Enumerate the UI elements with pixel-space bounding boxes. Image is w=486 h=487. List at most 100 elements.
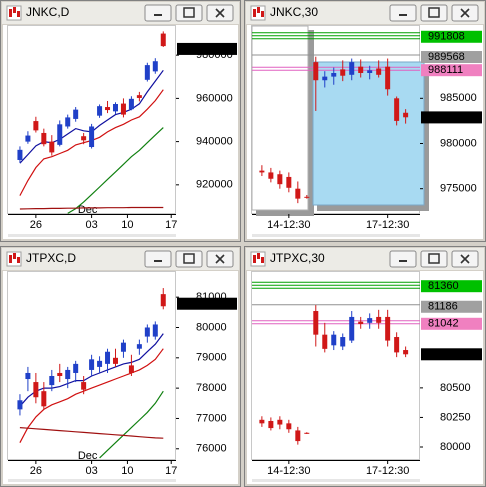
button-glyph[interactable] <box>154 260 162 262</box>
button-face[interactable] <box>389 4 417 22</box>
price-label-box <box>421 30 482 43</box>
candle-body <box>89 359 95 370</box>
price-label: 81042 <box>428 318 459 330</box>
candle-body <box>340 337 346 347</box>
candle-body <box>112 357 118 364</box>
minimize-button[interactable] <box>144 250 172 268</box>
button-glyph[interactable] <box>428 7 440 18</box>
minimize-button[interactable] <box>144 4 172 22</box>
candle-body <box>41 132 47 145</box>
candle-body <box>49 376 55 386</box>
button-glyph[interactable] <box>154 14 162 16</box>
price-label-box <box>177 42 237 55</box>
plot-frame <box>7 25 176 214</box>
restore-button[interactable] <box>175 4 203 22</box>
candle-body <box>25 372 31 380</box>
candle-body <box>394 337 400 353</box>
button-face[interactable] <box>420 4 448 22</box>
price-label-box <box>421 280 482 293</box>
candle-body <box>322 76 328 81</box>
y-tick-label: 80000 <box>440 441 471 453</box>
y-tick-label: 980000 <box>440 137 477 149</box>
plot-frame <box>251 271 420 460</box>
candle-body <box>295 188 301 199</box>
candle-body <box>385 66 391 90</box>
close-button[interactable] <box>206 4 234 22</box>
scroll-bar <box>252 479 420 482</box>
button-face[interactable] <box>175 250 203 268</box>
y-tick-label: 940000 <box>196 136 233 148</box>
button-glyph[interactable] <box>460 8 470 18</box>
button-face[interactable] <box>144 250 172 268</box>
candle-body <box>136 344 142 349</box>
price-label: 989568 <box>428 51 465 63</box>
candle-body <box>120 103 126 115</box>
chart-window: JNKC,30 975000 980000 985000 14-12:30 17-12:3… <box>244 0 486 242</box>
restore-button[interactable] <box>420 4 448 22</box>
candle-body <box>41 391 47 407</box>
candle-body <box>286 176 292 188</box>
price-label-box <box>421 111 482 124</box>
y-tick-label: 78000 <box>196 382 227 394</box>
x-tick-label: 10 <box>121 465 133 477</box>
x-tick-label: 17-12:30 <box>366 219 409 231</box>
candle-body <box>73 363 79 373</box>
candle-body <box>97 106 103 116</box>
candle-body <box>89 126 95 148</box>
button-glyph[interactable] <box>460 254 470 264</box>
icon-bar <box>13 7 16 13</box>
window-title: JNKC,30 <box>270 5 318 19</box>
button-face[interactable] <box>420 250 448 268</box>
candle-body <box>349 62 355 75</box>
restore-button[interactable] <box>420 250 448 268</box>
candle-body <box>57 124 63 145</box>
candle-body <box>295 430 301 442</box>
close-button[interactable] <box>451 4 479 22</box>
restore-button[interactable] <box>175 250 203 268</box>
candle-body <box>57 372 63 377</box>
candle-body <box>259 170 265 173</box>
button-face[interactable] <box>144 4 172 22</box>
minimize-button[interactable] <box>389 4 417 22</box>
button-glyph[interactable] <box>215 254 225 264</box>
candle-body <box>394 98 400 121</box>
candle-body <box>136 95 142 98</box>
window-icon <box>6 5 22 21</box>
plot-frame <box>7 271 176 460</box>
moving-average-line <box>19 427 164 439</box>
price-label-box <box>177 297 237 310</box>
close-button[interactable] <box>451 250 479 268</box>
price-label: 80784 <box>428 348 459 360</box>
candle-body <box>144 327 150 337</box>
close-button[interactable] <box>206 250 234 268</box>
candle-body <box>152 324 158 337</box>
x-tick-label: 26 <box>30 219 42 231</box>
icon-bar <box>253 9 256 17</box>
x-tick-label: 26 <box>30 465 42 477</box>
candle-body <box>340 69 346 76</box>
button-glyph[interactable] <box>183 7 195 18</box>
candle-body <box>277 174 283 185</box>
button-glyph[interactable] <box>399 260 407 262</box>
candle-body <box>385 316 391 341</box>
button-face[interactable] <box>389 250 417 268</box>
minimize-button[interactable] <box>389 250 417 268</box>
candle-body <box>144 65 150 80</box>
button-glyph[interactable] <box>215 8 225 18</box>
icon-bar <box>257 7 260 13</box>
candle-body <box>33 382 39 398</box>
candle-body <box>331 73 337 77</box>
candle-body <box>160 294 166 307</box>
button-face[interactable] <box>175 4 203 22</box>
button-glyph[interactable] <box>399 14 407 16</box>
price-label: 80784 <box>184 298 215 310</box>
x-tick-label: 03 <box>85 219 97 231</box>
button-glyph[interactable] <box>428 253 440 264</box>
candle-body <box>349 316 355 341</box>
candle-body <box>97 360 103 367</box>
button-glyph[interactable] <box>183 253 195 264</box>
icon-bar <box>9 255 12 263</box>
moving-average-line <box>99 390 164 459</box>
